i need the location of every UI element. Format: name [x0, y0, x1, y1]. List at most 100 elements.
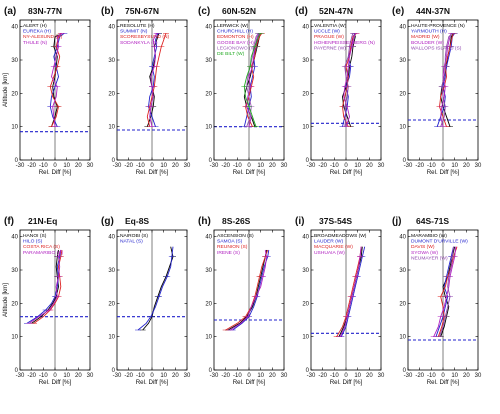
- panel-label: (c): [198, 6, 210, 17]
- x-tick-label: -10: [427, 373, 436, 379]
- panel-label: (d): [295, 6, 308, 17]
- legend-entry: CHURCHILL (H): [217, 29, 253, 35]
- x-tick-label: 0: [53, 163, 57, 169]
- y-tick-label: 0: [112, 368, 116, 374]
- legend-entry: EDMONTON (H): [217, 34, 254, 40]
- series-line: [439, 246, 454, 337]
- legend-entry: NATAL (S): [120, 239, 143, 245]
- panel-label: (a): [4, 6, 16, 17]
- x-tick-label: 0: [441, 163, 445, 169]
- y-tick-label: 10: [11, 125, 18, 131]
- y-tick-label: 30: [399, 268, 406, 274]
- panel-title: 52N-47N: [319, 6, 353, 16]
- panel-title: 44N-37N: [416, 6, 450, 16]
- series-line: [26, 249, 62, 324]
- x-axis-label: Rel. Diff [%]: [39, 169, 72, 176]
- legend-entry: ASCENSION (S): [217, 233, 254, 239]
- panel-title: 83N-77N: [28, 6, 62, 16]
- y-tick-label: 40: [108, 25, 115, 31]
- y-tick-label: 0: [112, 158, 116, 164]
- y-tick-label: 40: [205, 25, 212, 31]
- x-tick-label: -20: [318, 373, 327, 379]
- x-axis-label: Rel. Diff [%]: [427, 169, 460, 176]
- y-tick-label: 10: [399, 125, 406, 131]
- x-tick-label: -30: [210, 373, 219, 379]
- series-line: [440, 33, 452, 127]
- series-line: [243, 33, 262, 127]
- y-tick-label: 0: [306, 158, 310, 164]
- x-tick-label: -20: [27, 163, 36, 169]
- x-tick-label: 0: [150, 373, 154, 379]
- panel-label: (f): [4, 216, 14, 227]
- y-tick-label: 20: [11, 301, 18, 307]
- y-axis-label: Altitude [km]: [2, 73, 9, 107]
- panel-title: 64S-71S: [416, 216, 449, 226]
- series-line: [342, 32, 357, 127]
- series-line: [343, 33, 356, 127]
- legend-entry: COSTA RICA (S): [23, 244, 60, 250]
- x-tick-label: 0: [441, 373, 445, 379]
- x-tick-label: 30: [87, 163, 94, 169]
- x-tick-label: 30: [184, 163, 191, 169]
- y-axis-label: Altitude [km]: [2, 283, 9, 317]
- x-tick-label: 30: [378, 373, 385, 379]
- series-line: [225, 249, 269, 331]
- legend-entry: SUMMIT (N): [120, 29, 148, 35]
- y-tick-label: 30: [11, 268, 18, 274]
- x-tick-label: 10: [354, 163, 361, 169]
- y-tick-label: 30: [11, 58, 18, 64]
- series-line: [51, 32, 63, 127]
- legend-entry: HANOI (S): [23, 233, 47, 239]
- legend-entry: MACQUARIE (W): [314, 244, 353, 250]
- series-line: [146, 33, 167, 127]
- panel-e: (e) 44N-37N -30 -20 -10 0 10 20 30 0 10 20 30 40 Rel. …: [392, 6, 482, 176]
- x-tick-label: 0: [53, 373, 57, 379]
- legend-entry: BROADMEADOWS (W): [314, 233, 367, 239]
- series-line: [437, 246, 458, 337]
- x-tick-label: 10: [63, 163, 70, 169]
- x-tick-label: 30: [87, 373, 94, 379]
- series-line: [339, 246, 362, 337]
- legend-entry: SCORESBYSUND (N): [120, 34, 170, 40]
- series-line: [440, 32, 453, 127]
- x-tick-label: 20: [172, 373, 179, 379]
- x-tick-label: -20: [221, 163, 230, 169]
- y-tick-label: 0: [209, 368, 213, 374]
- x-tick-label: -30: [404, 163, 413, 169]
- y-tick-label: 20: [399, 91, 406, 97]
- series-line: [230, 249, 267, 331]
- y-tick-label: 20: [399, 301, 406, 307]
- legend-entry: NAIROBI (S): [120, 233, 148, 239]
- x-tick-label: -10: [136, 163, 145, 169]
- series-line: [33, 249, 63, 324]
- legend-entry: LERWICK (W): [217, 23, 249, 29]
- x-tick-label: -30: [210, 163, 219, 169]
- y-tick-label: 20: [108, 301, 115, 307]
- legend-entry: DE BILT (W): [217, 51, 245, 57]
- x-tick-label: -10: [330, 163, 339, 169]
- y-tick-label: 20: [302, 91, 309, 97]
- x-tick-label: 30: [378, 163, 385, 169]
- y-tick-label: 10: [108, 335, 115, 341]
- y-tick-label: 20: [205, 91, 212, 97]
- y-tick-label: 10: [399, 335, 406, 341]
- legend-entry: PAYERNE (W): [314, 45, 346, 51]
- y-tick-label: 40: [11, 25, 18, 31]
- y-tick-label: 40: [11, 235, 18, 241]
- series-line: [435, 246, 454, 337]
- x-tick-label: 20: [269, 163, 276, 169]
- x-axis-label: Rel. Diff [%]: [233, 169, 266, 176]
- x-tick-label: -20: [124, 163, 133, 169]
- x-tick-label: -20: [221, 373, 230, 379]
- x-tick-label: -20: [318, 163, 327, 169]
- y-tick-label: 40: [205, 235, 212, 241]
- x-tick-label: 10: [160, 163, 167, 169]
- legend-entry: HILO (S): [23, 239, 43, 245]
- series-line: [440, 246, 456, 337]
- y-tick-label: 40: [302, 25, 309, 31]
- y-tick-label: 30: [205, 268, 212, 274]
- x-tick-label: -10: [39, 163, 48, 169]
- panel-title: 37S-54S: [319, 216, 352, 226]
- y-tick-label: 30: [108, 58, 115, 64]
